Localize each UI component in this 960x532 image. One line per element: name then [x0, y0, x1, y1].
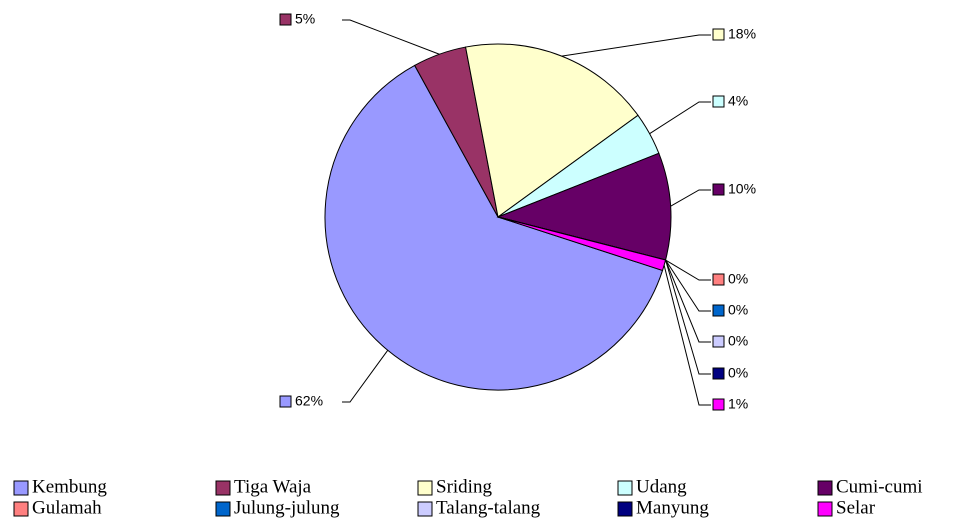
- leader-line: [665, 259, 711, 375]
- pie-slice: [324, 64, 664, 391]
- leader-line: [561, 34, 711, 57]
- legend-label: Selar: [836, 497, 876, 518]
- legend-label: Manyung: [636, 497, 709, 518]
- legend-label: Sriding: [436, 476, 492, 497]
- label-swatch: [712, 335, 725, 348]
- label-swatch: [712, 28, 725, 41]
- leader-line: [670, 189, 711, 207]
- legend-label: Kembung: [32, 476, 107, 497]
- leader-line: [663, 265, 711, 406]
- label-swatch: [279, 13, 292, 26]
- data-label: 0%: [728, 365, 748, 381]
- leader-line: [649, 101, 711, 135]
- leader-line: [665, 259, 711, 281]
- data-label: 0%: [728, 333, 748, 349]
- legend-swatch: [417, 480, 433, 496]
- legend-label: Udang: [636, 476, 687, 497]
- legend-swatch: [817, 501, 833, 517]
- leader-line: [342, 19, 440, 55]
- legend-swatch: [617, 480, 633, 496]
- label-swatch: [712, 304, 725, 317]
- data-label: 18%: [728, 26, 756, 42]
- legend-label: Tiga Waja: [234, 476, 312, 497]
- legend-swatch: [13, 501, 29, 517]
- legend-swatch: [215, 501, 231, 517]
- label-swatch: [279, 395, 292, 408]
- data-label: 0%: [728, 302, 748, 318]
- legend-label: Cumi-cumi: [836, 476, 923, 497]
- leader-line: [342, 350, 389, 403]
- label-swatch: [712, 367, 725, 380]
- legend-swatch: [817, 480, 833, 496]
- legend-swatch: [417, 501, 433, 517]
- leader-line: [665, 259, 711, 343]
- label-swatch: [712, 398, 725, 411]
- data-label: 1%: [728, 396, 748, 412]
- leader-line: [665, 259, 711, 312]
- legend-label: Gulamah: [32, 497, 102, 518]
- label-swatch: [712, 183, 725, 196]
- legend-swatch: [617, 501, 633, 517]
- data-label: 0%: [728, 271, 748, 287]
- pie-slice: [497, 216, 667, 272]
- label-swatch: [712, 95, 725, 108]
- legend-swatch: [13, 480, 29, 496]
- data-label: 10%: [728, 181, 756, 197]
- label-swatch: [712, 273, 725, 286]
- data-label: 62%: [295, 393, 323, 409]
- data-label: 5%: [295, 11, 315, 27]
- legend-label: Julung-julung: [234, 497, 340, 518]
- data-label: 4%: [728, 93, 748, 109]
- legend-swatch: [215, 480, 231, 496]
- legend-label: Talang-talang: [436, 497, 541, 518]
